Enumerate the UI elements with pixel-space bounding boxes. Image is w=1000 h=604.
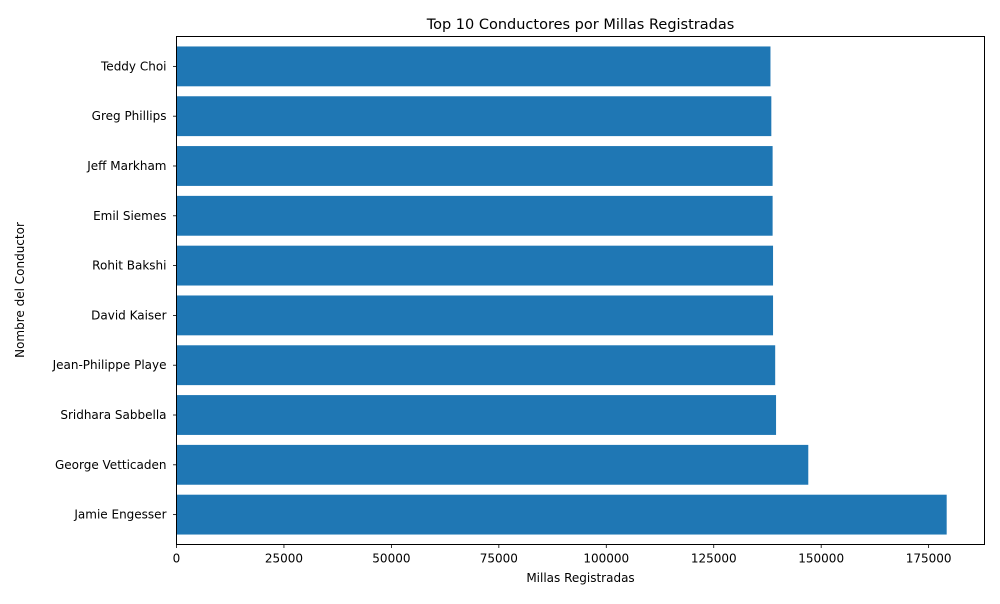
y-tick-label: Greg Phillips [92,109,167,123]
bar [176,195,773,236]
y-axis-ticks: Jamie Engesser George Vetticaden Sridhara … [52,59,177,522]
x-tick-label: 100000 [583,552,629,566]
y-tick-label: Emil Siemes [93,209,166,223]
y-tick-label: Teddy Choi [100,59,166,73]
x-tick-label: 50000 [372,552,410,566]
x-tick-label: 150000 [798,552,844,566]
bar [176,146,773,186]
x-tick-label: 175000 [906,552,952,566]
x-tick-label: 25000 [265,552,303,566]
bars-group [176,46,947,535]
bar [176,245,774,286]
bar [176,295,774,336]
y-tick-label: Jamie Engesser [73,508,166,522]
y-tick-label: David Kaiser [91,308,166,322]
y-tick-label: Sridhara Sabbella [60,408,166,422]
y-tick-label: George Vetticaden [55,458,167,472]
y-axis-label: Nombre del Conductor [13,222,27,358]
y-tick-label: Jean-Philippe Playe [52,358,167,372]
y-tick-label: Jeff Markham [86,159,166,173]
x-tick-label: 0 [173,552,181,566]
bar [176,46,771,87]
plot-frame [176,36,985,545]
y-tick-label: Rohit Bakshi [92,259,166,273]
bar [176,444,809,485]
bar [176,494,947,535]
bar [176,96,772,137]
x-tick-label: 75000 [480,552,518,566]
x-axis-ticks: 0 25000 50000 75000 100000 125000 150000 175000 [173,544,952,566]
chart-title: Top 10 Conductores por Millas Registrada… [426,17,735,33]
bar [176,345,776,386]
x-tick-label: 125000 [691,552,737,566]
bar [176,395,777,435]
x-axis-label: Millas Registradas [526,571,634,585]
